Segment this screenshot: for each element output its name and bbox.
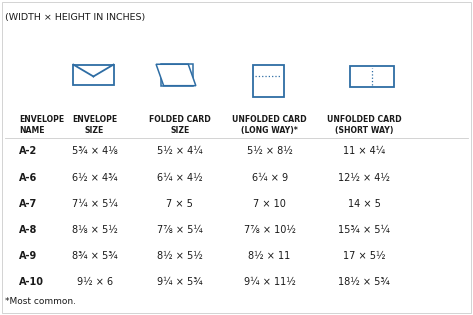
Text: A-2: A-2: [19, 146, 37, 157]
Text: 6¼ × 9: 6¼ × 9: [252, 173, 288, 183]
Text: 8⅛ × 5½: 8⅛ × 5½: [72, 225, 117, 235]
Text: 8½ × 5½: 8½ × 5½: [157, 251, 202, 261]
Text: 5½ × 4¼: 5½ × 4¼: [157, 146, 202, 157]
Text: UNFOLDED CARD
(LONG WAY)*: UNFOLDED CARD (LONG WAY)*: [232, 115, 307, 135]
Text: ENVELOPE
NAME: ENVELOPE NAME: [19, 115, 64, 135]
Text: 12½ × 4½: 12½ × 4½: [338, 173, 390, 183]
Bar: [161, 64, 193, 86]
Text: A-9: A-9: [19, 251, 37, 261]
Text: 7¼ × 5¼: 7¼ × 5¼: [72, 199, 117, 209]
Text: A-10: A-10: [19, 277, 44, 287]
Text: 9¼ × 11½: 9¼ × 11½: [244, 277, 296, 287]
Text: 8½ × 11: 8½ × 11: [248, 251, 291, 261]
Text: 6¼ × 4½: 6¼ × 4½: [157, 173, 202, 183]
Text: 11 × 4¼: 11 × 4¼: [343, 146, 385, 157]
Text: UNFOLDED CARD
(SHORT WAY): UNFOLDED CARD (SHORT WAY): [327, 115, 402, 135]
Bar: [73, 65, 114, 85]
Text: ENVELOPE
SIZE: ENVELOPE SIZE: [72, 115, 117, 135]
Text: 18½ × 5¾: 18½ × 5¾: [338, 277, 390, 287]
Text: A-6: A-6: [19, 173, 37, 183]
Text: 14 × 5: 14 × 5: [348, 199, 381, 209]
Text: A-8: A-8: [19, 225, 37, 235]
Text: A-7: A-7: [19, 199, 37, 209]
Text: FOLDED CARD
SIZE: FOLDED CARD SIZE: [149, 115, 210, 135]
Text: 5¾ × 4⅛: 5¾ × 4⅛: [72, 146, 117, 157]
Polygon shape: [156, 64, 196, 86]
Text: 7⅞ × 5¼: 7⅞ × 5¼: [157, 225, 202, 235]
Bar: [253, 65, 284, 97]
Text: 15¾ × 5¼: 15¾ × 5¼: [338, 225, 390, 235]
Text: 5½ × 8½: 5½ × 8½: [247, 146, 292, 157]
Text: 7 × 5: 7 × 5: [166, 199, 193, 209]
Text: 7⅞ × 10½: 7⅞ × 10½: [244, 225, 296, 235]
Text: 17 × 5½: 17 × 5½: [343, 251, 385, 261]
Text: (WIDTH × HEIGHT IN INCHES): (WIDTH × HEIGHT IN INCHES): [5, 13, 145, 22]
Text: *Most common.: *Most common.: [5, 296, 76, 306]
Bar: [350, 66, 394, 87]
Text: 6½ × 4¾: 6½ × 4¾: [72, 173, 117, 183]
Text: 9¼ × 5¾: 9¼ × 5¾: [157, 277, 202, 287]
Text: 7 × 10: 7 × 10: [253, 199, 286, 209]
Text: 9½ × 6: 9½ × 6: [77, 277, 113, 287]
Text: 8¾ × 5¾: 8¾ × 5¾: [72, 251, 117, 261]
